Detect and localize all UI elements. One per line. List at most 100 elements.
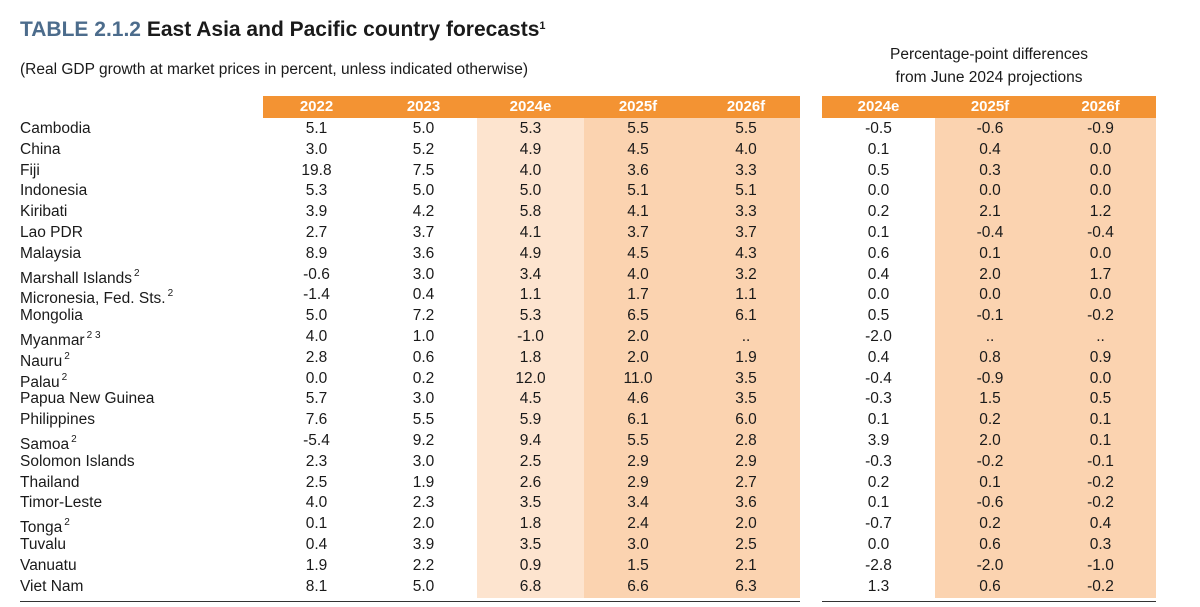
difference-value: 0.1: [1089, 411, 1112, 429]
difference-value: -0.7: [865, 515, 892, 533]
growth-value: 2.5: [735, 536, 757, 553]
growth-value: 3.6: [735, 494, 757, 512]
country-name: Timor-Leste: [20, 494, 103, 512]
footnote-marker: 2: [62, 350, 70, 362]
growth-value: 1.1: [519, 286, 542, 304]
growth-value: 3.0: [412, 452, 435, 470]
growth-value: 5.7: [305, 390, 328, 408]
difference-value: -0.3: [865, 390, 892, 408]
difference-value: 0.2: [867, 203, 890, 221]
difference-value: 0.4: [867, 348, 890, 366]
difference-value: 3.9: [867, 432, 890, 449]
country-name: Cambodia: [20, 120, 91, 137]
difference-value: 0.1: [979, 473, 1001, 491]
growth-value: 4.6: [627, 390, 649, 408]
growth-value: 3.6: [627, 161, 649, 179]
difference-value: 0.1: [867, 140, 890, 158]
growth-value: 6.3: [735, 577, 757, 595]
difference-value: 0.2: [867, 473, 890, 491]
growth-value: 4.9: [519, 140, 542, 158]
footnote-marker: 2: [165, 288, 174, 300]
difference-value: -0.2: [1087, 494, 1114, 512]
growth-value: 6.6: [627, 577, 649, 595]
growth-value: 6.0: [735, 411, 757, 429]
growth-value: 3.9: [305, 203, 328, 221]
difference-value: -0.4: [865, 369, 892, 387]
growth-value: 7.2: [412, 307, 435, 325]
growth-value: 4.0: [305, 494, 328, 512]
growth-value: 4.5: [627, 140, 649, 158]
column-header: 2022: [299, 98, 334, 115]
growth-value: 0.6: [412, 348, 435, 366]
growth-value: 1.7: [627, 286, 649, 304]
difference-value: 0.6: [979, 536, 1001, 553]
table-row: Samoa 2 -5.4 9.2 9.4 5.5 2.8 3.9 2.0 0.1: [0, 431, 1200, 453]
difference-value: 1.3: [867, 577, 890, 595]
difference-header-bar: 2024e 2025f 2026f: [822, 96, 1156, 118]
difference-value: -0.6: [976, 494, 1004, 512]
column-header: 2026f: [726, 98, 766, 115]
country-name: Samoa 2: [20, 434, 77, 454]
growth-value: 3.5: [519, 536, 542, 553]
bottom-rule-left: [20, 601, 800, 602]
country-name: Malaysia: [20, 244, 82, 262]
difference-value: -1.0: [1087, 556, 1114, 574]
table-row: Palau 2 0.0 0.2 12.0 11.0 3.5 -0.4 -0.9 0.0: [0, 369, 1200, 391]
difference-column-header: 2024e: [857, 98, 900, 115]
growth-value: 4.1: [519, 224, 542, 241]
country-name: Nauru 2: [20, 350, 70, 370]
difference-value: 0.0: [867, 182, 890, 200]
country-name: Solomon Islands: [20, 452, 135, 470]
growth-value: 2.9: [627, 473, 649, 491]
growth-value: 3.7: [735, 224, 757, 241]
growth-value: 1.9: [735, 348, 757, 366]
growth-value: 3.9: [412, 536, 435, 553]
difference-value: ..: [985, 328, 995, 345]
growth-value: 5.0: [412, 577, 435, 595]
growth-value: 4.2: [412, 203, 435, 221]
difference-value: -0.6: [976, 120, 1004, 137]
table-row: Micronesia, Fed. Sts. 2 -1.4 0.4 1.1 1.7 1.1 0…: [0, 285, 1200, 307]
table-row: Cambodia 5.1 5.0 5.3 5.5 5.5 -0.5 -0.6 -0.9: [0, 119, 1200, 140]
growth-value: 19.8: [301, 161, 332, 179]
growth-value: 4.0: [305, 328, 328, 345]
difference-value: -0.2: [976, 452, 1004, 470]
growth-value: 11.0: [623, 369, 653, 387]
growth-value: 2.8: [305, 348, 328, 366]
difference-column-header: 2026f: [1081, 98, 1120, 115]
growth-value: 2.0: [735, 515, 757, 533]
difference-value: 0.5: [867, 307, 890, 325]
difference-value: 0.5: [1089, 390, 1112, 408]
growth-value: -1.4: [303, 286, 330, 304]
growth-value: 7.6: [305, 411, 328, 429]
column-header: 2025f: [618, 98, 658, 115]
growth-value: 0.2: [412, 369, 435, 387]
difference-value: -0.1: [976, 307, 1004, 325]
difference-value: 0.4: [979, 140, 1001, 158]
difference-value: 0.1: [1089, 432, 1112, 449]
growth-value: 2.9: [735, 452, 757, 470]
difference-value: ..: [1096, 328, 1105, 345]
growth-value: 3.6: [412, 244, 435, 262]
table-row: Kiribati 3.9 4.2 5.8 4.1 3.3 0.2 2.1 1.2: [0, 202, 1200, 223]
country-name: Micronesia, Fed. Sts. 2: [20, 288, 174, 308]
growth-value: 2.3: [412, 494, 435, 512]
difference-value: 0.1: [867, 224, 890, 241]
growth-value: 1.1: [735, 286, 757, 304]
growth-value: 2.7: [305, 224, 328, 241]
country-name: Kiribati: [20, 203, 68, 221]
table-row: Marshall Islands 2 -0.6 3.0 3.4 4.0 3.2 0.4 2.0…: [0, 265, 1200, 287]
country-name: Viet Nam: [20, 577, 84, 595]
column-shade: [477, 118, 584, 599]
growth-value: 3.4: [627, 494, 649, 512]
difference-value: 0.0: [1089, 140, 1112, 158]
column-shade: [692, 118, 800, 599]
growth-value: 7.5: [412, 161, 435, 179]
growth-value: 5.0: [412, 120, 435, 137]
difference-value: -2.0: [865, 328, 892, 345]
growth-value: 4.5: [519, 390, 542, 408]
growth-value: 3.7: [627, 224, 649, 241]
difference-value: -0.3: [865, 452, 892, 470]
table-row: Vanuatu 1.9 2.2 0.9 1.5 2.1 -2.8 -2.0 -1.0: [0, 556, 1200, 577]
country-name: Papua New Guinea: [20, 390, 155, 408]
